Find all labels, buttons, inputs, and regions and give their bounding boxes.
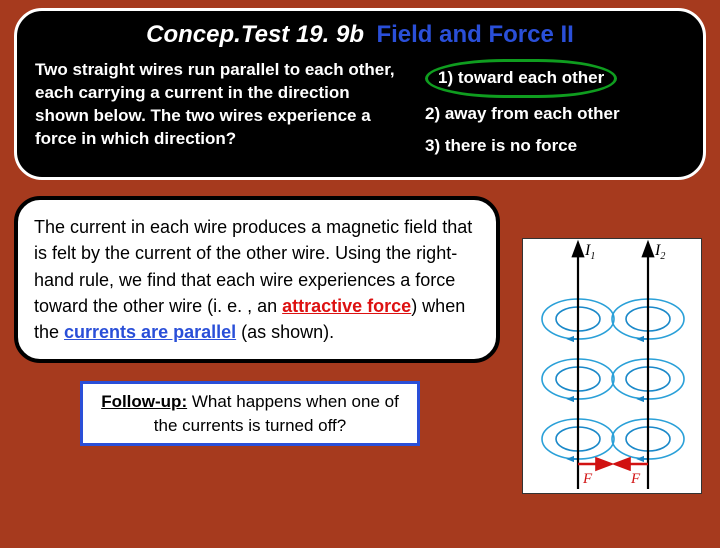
answer-1: 1) toward each other <box>425 59 685 98</box>
explanation-currents: currents are parallel <box>64 322 236 342</box>
label-F2: F <box>630 471 641 487</box>
title-left: Concep.Test 19. 9b <box>146 21 364 48</box>
question-card: Concep.Test 19. 9b Field and Force II Tw… <box>14 8 706 180</box>
label-I1: I1 <box>584 242 595 262</box>
title-right: Field and Force II <box>376 21 573 48</box>
answer-1-highlight: 1) toward each other <box>425 59 617 98</box>
answers-list: 1) toward each other 2) away from each o… <box>425 59 685 161</box>
qa-row: Two straight wires run parallel to each … <box>35 59 685 161</box>
label-F1: F <box>582 471 593 487</box>
title-row: Concep.Test 19. 9b Field and Force II <box>35 21 685 49</box>
explanation-card: The current in each wire produces a magn… <box>14 196 500 362</box>
explanation-post: (as shown). <box>236 322 334 342</box>
followup-text: What happens when one of the currents is… <box>154 392 399 435</box>
diagram-svg: I1 I2 F F <box>523 239 703 495</box>
explanation-attractive: attractive force <box>282 296 411 316</box>
answer-2: 2) away from each other <box>425 98 685 129</box>
wires-diagram: I1 I2 F F <box>522 238 702 494</box>
label-I2: I2 <box>654 242 665 262</box>
followup-label: Follow-up: <box>101 392 187 411</box>
answer-3: 3) there is no force <box>425 130 685 161</box>
followup-card: Follow-up: What happens when one of the … <box>80 381 420 447</box>
question-text: Two straight wires run parallel to each … <box>35 59 401 161</box>
